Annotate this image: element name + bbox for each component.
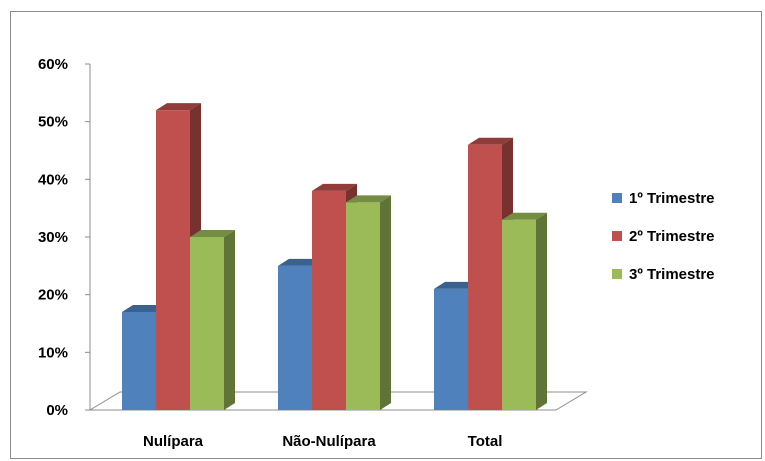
bar-side: [536, 212, 547, 410]
tick-labels: 0% 10% 20% 30% 40% 50% 60% Nulípara Não-Nulípara…: [38, 56, 502, 450]
legend-label: 1º Trimestre: [629, 190, 715, 207]
legend-label: 3º Trimestre: [629, 266, 715, 283]
legend-swatch: [612, 269, 622, 279]
legend-swatch: [612, 193, 622, 203]
legend-swatch: [612, 231, 622, 241]
x-tick-label: Não-Nulípara: [282, 433, 376, 450]
y-tick-label: 10%: [38, 344, 68, 361]
bar: [502, 212, 547, 410]
legend-label: 2º Trimestre: [629, 228, 715, 245]
legend: 1º Trimestre 2º Trimestre 3º Trimestre: [612, 190, 715, 283]
bar-top: [346, 195, 391, 203]
bar-front: [502, 219, 536, 410]
bar: [346, 195, 391, 410]
bar-front: [156, 110, 190, 410]
bar-top: [434, 281, 479, 289]
bar-top: [190, 230, 235, 237]
bar-front: [190, 237, 224, 410]
bar-front: [312, 190, 346, 410]
bar-front: [468, 144, 502, 410]
bar-top: [122, 304, 167, 312]
bar-top: [312, 183, 357, 191]
bar: [190, 230, 235, 410]
y-tick-label: 30%: [38, 229, 68, 246]
bars: [122, 103, 547, 410]
bar-side: [224, 230, 235, 410]
bar-top: [156, 103, 201, 111]
bar-front: [278, 265, 312, 410]
bar-front: [346, 202, 380, 410]
bar-top: [502, 212, 547, 220]
bar-side: [380, 195, 391, 410]
bar-front: [434, 288, 468, 410]
y-tick-label: 60%: [38, 56, 68, 73]
y-tick-label: 0%: [46, 402, 68, 419]
bar-top: [468, 137, 513, 145]
bar-front: [122, 311, 156, 410]
y-tick-label: 20%: [38, 287, 68, 304]
y-tick-label: 40%: [38, 171, 68, 188]
y-tick-label: 50%: [38, 114, 68, 131]
x-tick-label: Nulípara: [143, 433, 204, 450]
x-tick-label: Total: [468, 433, 503, 450]
bar-top: [278, 258, 323, 266]
